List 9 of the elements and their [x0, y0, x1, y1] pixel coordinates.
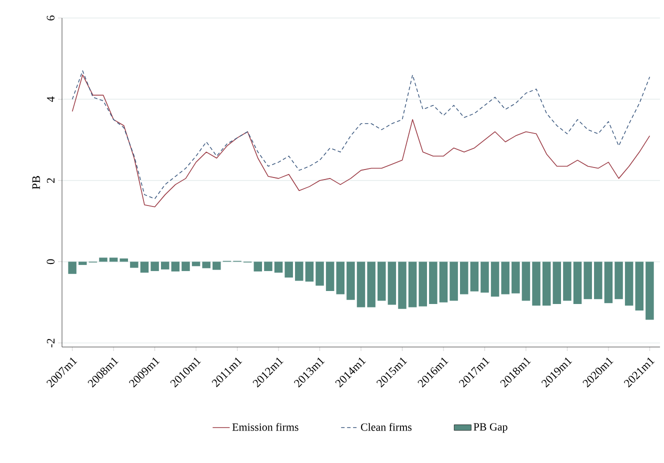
- y-tick-label: 6: [46, 15, 54, 20]
- legend-label: PB Gap: [474, 423, 508, 433]
- y-tick-label: 4: [46, 96, 54, 102]
- y-tick-label: -2: [46, 338, 54, 348]
- legend-label: Emission firms: [232, 422, 298, 431]
- legend-label: Clean firms: [360, 422, 412, 431]
- y-tick-label: 0: [46, 259, 54, 264]
- y-tick-label: 2: [46, 178, 54, 183]
- y-axis-title: PB: [32, 176, 40, 190]
